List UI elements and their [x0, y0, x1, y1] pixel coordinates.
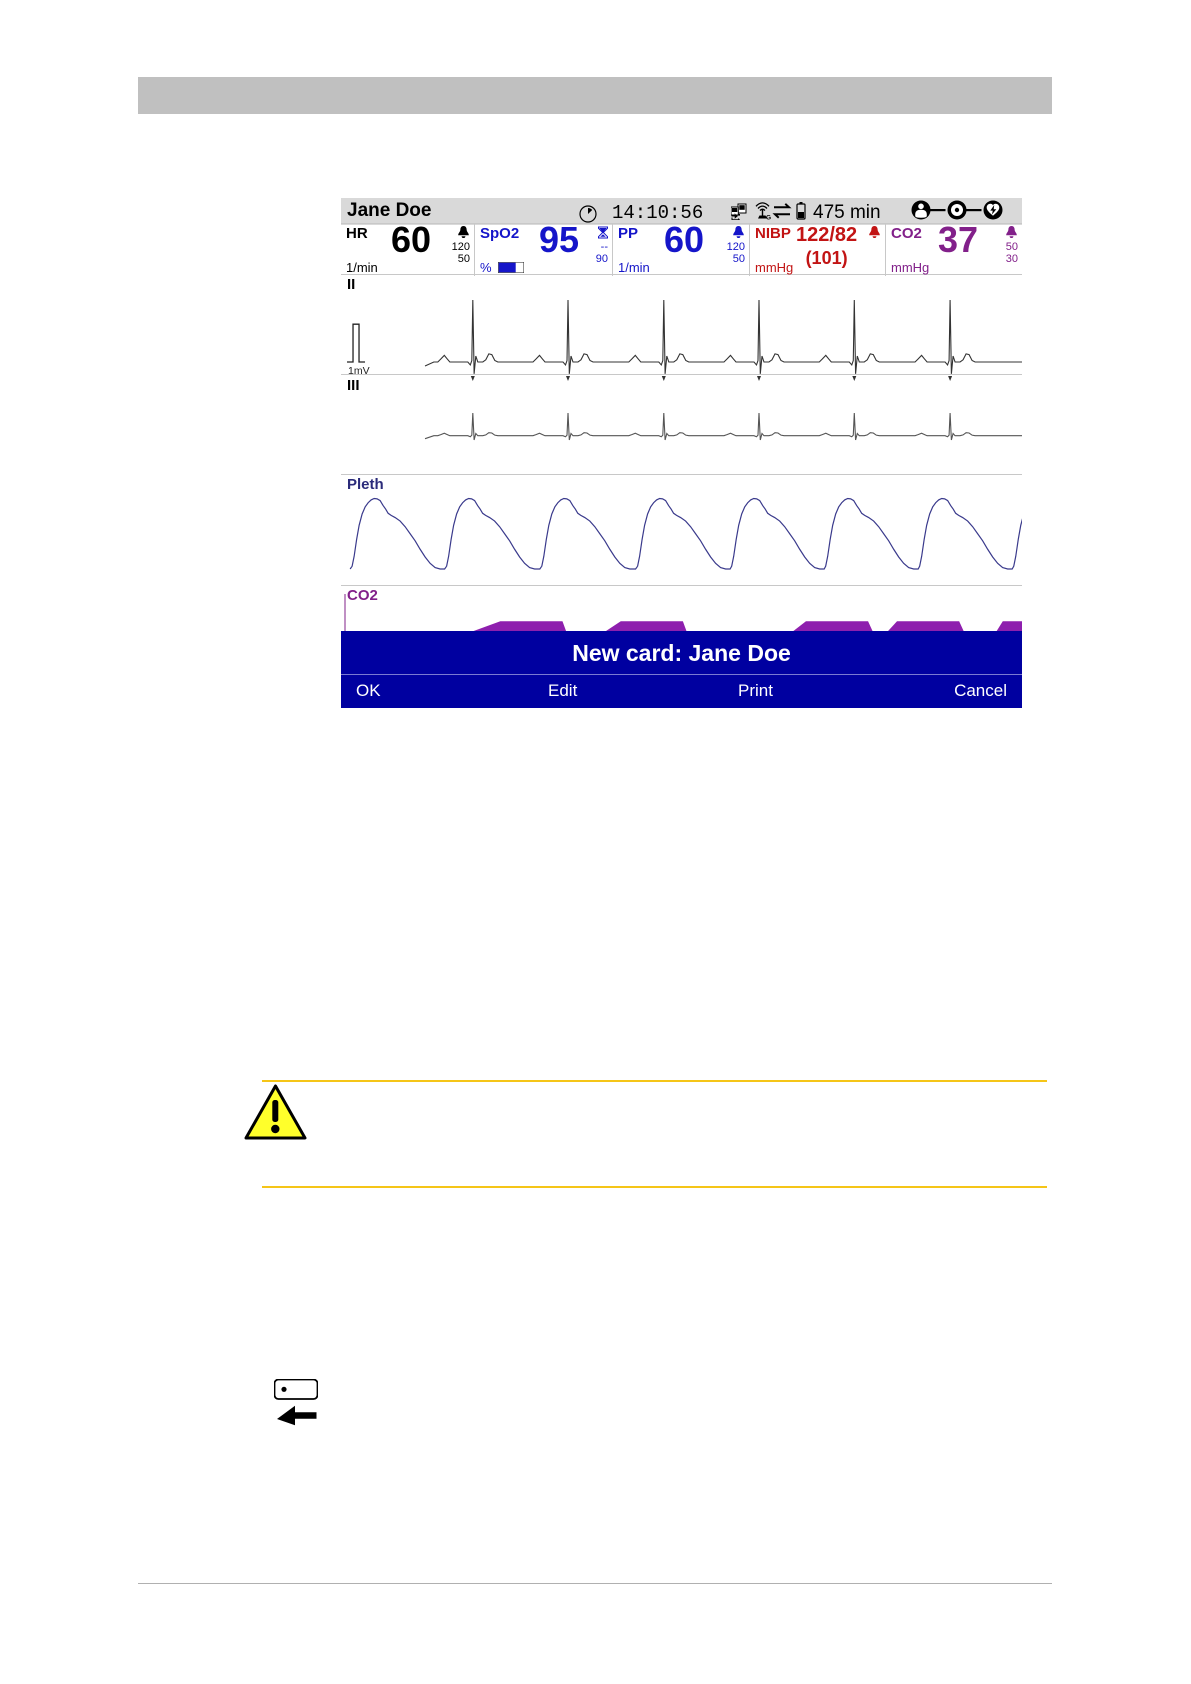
svg-text:G: G — [766, 215, 771, 221]
svg-text:1mV: 1mV — [348, 366, 370, 376]
